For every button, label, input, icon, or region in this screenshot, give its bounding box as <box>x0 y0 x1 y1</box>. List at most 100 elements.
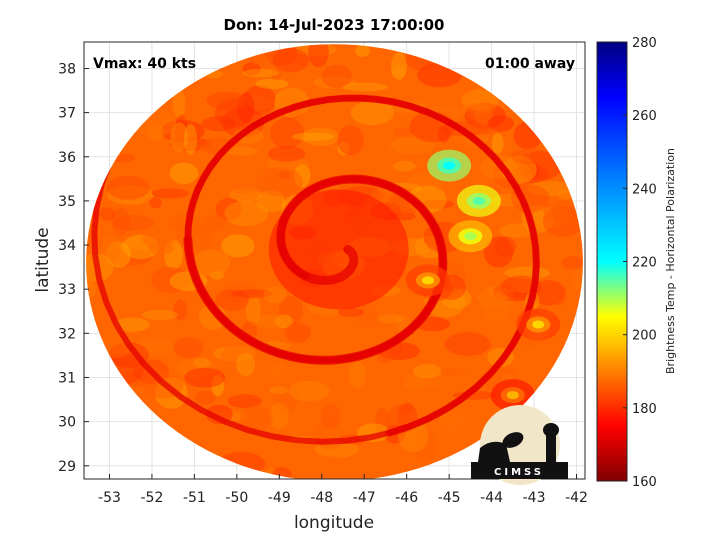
swath-texture <box>493 283 519 302</box>
swath-texture <box>111 207 131 235</box>
y-tick-label: 31 <box>58 370 76 386</box>
swath-texture <box>435 420 472 449</box>
swath-texture <box>485 284 518 297</box>
x-tick-label: -51 <box>183 490 206 506</box>
swath-texture <box>101 234 121 265</box>
y-tick-label: 38 <box>58 61 76 77</box>
swath-texture <box>499 223 536 238</box>
colorbar-tick-label: 240 <box>632 182 657 197</box>
swath-texture <box>477 286 514 310</box>
swath-texture <box>242 62 261 76</box>
swath-texture <box>413 430 438 462</box>
swath-texture <box>107 185 154 205</box>
swath-texture <box>113 214 155 231</box>
swath-texture <box>98 207 116 221</box>
swath-texture <box>473 104 493 127</box>
cimss-logo: CIMSS <box>471 405 568 485</box>
swath-texture <box>523 160 540 181</box>
x-tick-label: -49 <box>268 490 291 506</box>
swath-texture <box>228 188 262 203</box>
swath-texture <box>215 289 249 312</box>
swath-texture <box>234 96 276 110</box>
swath-texture <box>438 367 469 377</box>
svg-text:CIMSS: CIMSS <box>494 467 544 478</box>
swath-texture <box>391 52 408 80</box>
swath-texture <box>169 162 199 185</box>
y-ticks: 29 30 31 32 33 34 35 36 37 38 <box>58 61 89 475</box>
swath-texture <box>164 239 183 270</box>
convection-core <box>532 320 545 329</box>
swath-texture <box>510 148 550 165</box>
swath-texture <box>149 197 162 209</box>
swath-texture <box>349 361 367 389</box>
swath-texture <box>192 249 231 277</box>
swath-texture <box>166 213 201 232</box>
swath-texture <box>294 164 311 188</box>
swath-texture <box>201 116 236 132</box>
y-axis-label: latitude <box>33 227 53 292</box>
y-tick-label: 33 <box>58 282 76 298</box>
swath-texture <box>151 188 189 199</box>
swath-texture <box>236 352 256 377</box>
swath-texture <box>263 286 287 304</box>
swath-texture <box>542 206 583 237</box>
swath-texture <box>255 78 289 90</box>
y-tick-label: 29 <box>58 459 76 475</box>
swath-texture <box>288 380 330 402</box>
swath-texture <box>213 345 256 362</box>
y-tick-label: 36 <box>58 150 76 166</box>
swath-texture <box>313 76 357 89</box>
x-tick-label: -53 <box>98 490 121 506</box>
x-ticks: -53 -52 -51 -50 -49 -48 -47 -46 -45 -44 -43 -42 <box>98 474 588 506</box>
convection-core <box>472 196 485 205</box>
swath-texture <box>284 322 311 343</box>
x-tick-label: -47 <box>353 490 376 506</box>
swath-texture <box>487 115 515 132</box>
swath-texture <box>273 74 288 99</box>
swath-texture <box>256 167 303 197</box>
x-axis-label: longitude <box>294 513 374 533</box>
colorbar-ticks: 160 180 200 220 240 260 280 <box>623 36 657 490</box>
swath-texture <box>532 206 569 228</box>
swath-texture <box>236 92 255 123</box>
swath-texture <box>393 127 413 137</box>
swath-texture <box>475 293 510 302</box>
swath-texture <box>275 384 298 415</box>
swath-texture <box>170 137 212 151</box>
swath-texture <box>314 440 359 458</box>
swath-texture <box>150 267 191 293</box>
swath-texture <box>320 403 341 430</box>
swath-texture <box>125 370 158 387</box>
y-tick-label: 34 <box>58 238 76 254</box>
swath-texture <box>160 120 205 142</box>
swath-texture <box>175 114 188 143</box>
swath-texture <box>462 99 487 119</box>
convection-core <box>464 232 477 241</box>
swath-texture <box>420 199 455 209</box>
swath-texture <box>320 422 346 439</box>
swath-texture <box>494 236 517 258</box>
y-tick-label: 37 <box>58 106 76 122</box>
y-tick-label: 30 <box>58 415 76 431</box>
swath-texture <box>202 214 227 232</box>
swath-texture <box>267 145 306 162</box>
swath-texture <box>413 363 442 379</box>
vmax-annotation: Vmax: 40 kts <box>93 56 196 72</box>
swath-texture <box>194 391 216 405</box>
swath-texture <box>441 288 472 310</box>
swath-texture <box>193 358 211 368</box>
swath-texture <box>392 160 416 172</box>
swath-texture <box>270 69 283 81</box>
swath-texture <box>531 280 566 306</box>
swath-texture <box>177 357 217 379</box>
swath-texture <box>141 309 178 321</box>
swath-texture <box>341 82 389 92</box>
swath-texture <box>114 317 150 332</box>
swath-texture <box>377 314 404 324</box>
swath-texture <box>242 68 279 78</box>
swath-texture <box>403 374 441 389</box>
colorbar-tick-label: 220 <box>632 256 657 271</box>
x-tick-label: -50 <box>225 490 248 506</box>
swath-texture <box>509 164 549 184</box>
swath-texture <box>561 256 583 270</box>
